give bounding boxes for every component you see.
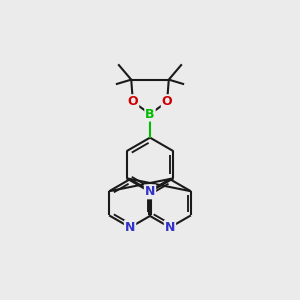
- Text: N: N: [145, 185, 155, 198]
- Text: O: O: [128, 95, 138, 108]
- Text: O: O: [162, 95, 172, 108]
- Text: N: N: [125, 221, 135, 234]
- Text: B: B: [145, 108, 155, 121]
- Text: N: N: [165, 221, 175, 234]
